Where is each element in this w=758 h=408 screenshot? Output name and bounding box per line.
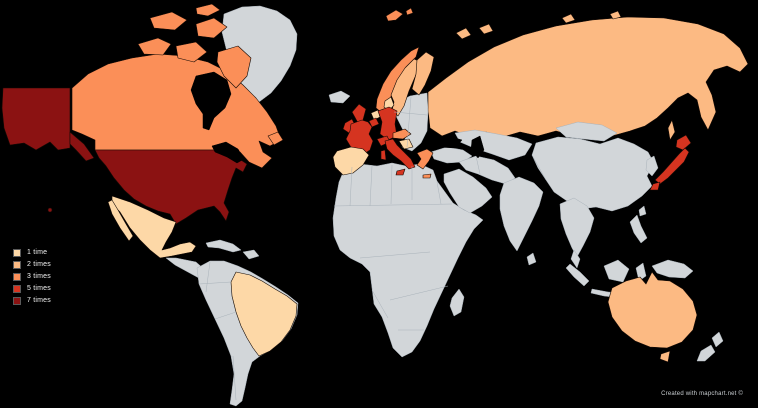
europe-borders (393, 96, 428, 148)
legend-item-2: 2 times (13, 261, 51, 269)
africa-borders (333, 164, 453, 331)
region-sakhalin[interactable] (667, 119, 676, 141)
region-belgium[interactable] (368, 117, 380, 128)
legend-label-2: 2 times (27, 261, 51, 268)
legend-swatch-5 (13, 297, 21, 305)
region-central-asia[interactable] (454, 129, 533, 161)
region-usa-mainland[interactable] (94, 149, 248, 225)
region-sumatra[interactable] (565, 263, 590, 287)
region-crete[interactable] (422, 173, 432, 179)
asia-borders (475, 154, 547, 181)
region-taiwan[interactable] (638, 205, 647, 217)
region-sardinia[interactable] (380, 149, 387, 161)
region-hispaniola[interactable] (242, 249, 260, 260)
region-svalbard-1[interactable] (385, 9, 404, 22)
legend-item-5: 7 times (13, 297, 51, 305)
region-canada-island-2[interactable] (175, 41, 208, 63)
region-africa[interactable] (332, 162, 484, 358)
region-iceland[interactable] (328, 90, 351, 104)
legend-item-1: 1 time (13, 249, 51, 257)
region-australia[interactable] (607, 271, 698, 349)
region-mexico[interactable] (111, 195, 197, 259)
south-america-borders (198, 261, 237, 401)
region-mongolia[interactable] (555, 121, 618, 142)
region-russia-arctic-2[interactable] (478, 23, 494, 35)
region-canada-baffin[interactable] (216, 45, 252, 89)
hudson-bay (190, 71, 232, 131)
legend-item-4: 5 times (13, 285, 51, 293)
region-korea[interactable] (645, 155, 659, 177)
region-arabian-peninsula[interactable] (443, 168, 493, 214)
region-tasmania[interactable] (659, 350, 671, 363)
legend-item-3: 3 times (13, 273, 51, 281)
region-southeast-asia[interactable] (559, 197, 595, 258)
great-lakes (211, 141, 245, 164)
region-spain-portugal[interactable] (332, 146, 370, 176)
region-philippines[interactable] (629, 214, 648, 244)
region-madagascar[interactable] (449, 288, 465, 317)
region-sulawesi[interactable] (635, 262, 647, 282)
legend-label-5: 7 times (27, 297, 51, 304)
caspian-sea (470, 135, 485, 159)
region-austria[interactable] (392, 128, 412, 140)
region-japan-kyushu[interactable] (649, 181, 661, 191)
region-alaska-panhandle[interactable] (69, 131, 95, 162)
region-japan-hokkaido[interactable] (675, 134, 692, 151)
legend-swatch-2 (13, 261, 21, 269)
region-sicily[interactable] (395, 168, 406, 176)
legend-label-1: 1 time (27, 249, 48, 256)
region-malay-peninsula[interactable] (570, 249, 581, 269)
black-sea (431, 135, 463, 149)
region-india[interactable] (499, 176, 544, 252)
region-newfoundland[interactable] (267, 131, 284, 146)
region-canada-island-4[interactable] (195, 17, 228, 39)
region-alaska[interactable] (1, 87, 71, 151)
region-borneo[interactable] (603, 259, 630, 283)
region-svalbard-2[interactable] (405, 7, 414, 16)
region-russia-arctic-4[interactable] (609, 10, 622, 20)
region-japan-honshu[interactable] (654, 147, 690, 185)
region-canada-ellesmere[interactable] (195, 3, 221, 17)
region-canada-island-3[interactable] (149, 11, 188, 31)
region-cuba[interactable] (205, 239, 242, 253)
region-brazil[interactable] (230, 271, 298, 357)
region-russia-arctic-1[interactable] (455, 27, 472, 40)
region-russia[interactable] (427, 16, 749, 138)
region-hawaii[interactable] (47, 207, 53, 213)
region-china[interactable] (531, 136, 655, 212)
region-croatia[interactable] (398, 138, 414, 150)
region-new-zealand-north[interactable] (711, 331, 724, 348)
region-finland[interactable] (411, 51, 435, 96)
map-legend: 1 time 2 times 3 times 5 times 7 times (13, 249, 51, 309)
region-baja-california[interactable] (107, 199, 134, 242)
legend-swatch-4 (13, 285, 21, 293)
legend-label-3: 3 times (27, 273, 51, 280)
region-sri-lanka[interactable] (526, 252, 537, 266)
region-new-zealand-south[interactable] (696, 344, 716, 362)
legend-swatch-1 (13, 249, 21, 257)
region-italy[interactable] (384, 138, 416, 170)
attribution-text: Created with mapchart.net © (661, 391, 743, 397)
legend-swatch-3 (13, 273, 21, 281)
region-canada-island-1[interactable] (137, 37, 172, 56)
region-new-guinea[interactable] (651, 259, 694, 279)
region-greece[interactable] (416, 148, 434, 170)
region-russia-arctic-3[interactable] (561, 13, 576, 24)
legend-label-4: 5 times (27, 285, 51, 292)
